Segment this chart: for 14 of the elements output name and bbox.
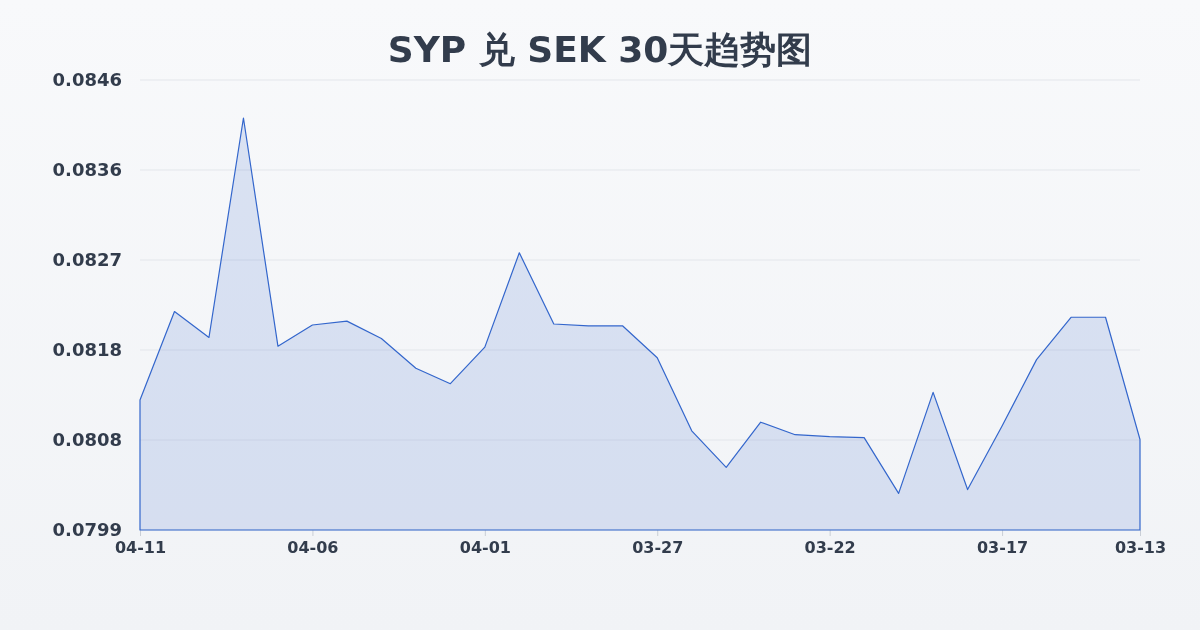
x-tick-label: 03-27 bbox=[632, 538, 684, 558]
x-tick-label: 03-22 bbox=[804, 538, 856, 558]
y-tick-label: 0.0808 bbox=[52, 429, 122, 451]
chart-title: SYP 兑 SEK 30天趋势图 bbox=[387, 29, 813, 70]
y-tick-label: 0.0818 bbox=[52, 339, 122, 361]
y-tick-label: 0.0799 bbox=[52, 519, 122, 541]
x-tick-label: 04-01 bbox=[459, 538, 511, 558]
y-tick-label: 0.0827 bbox=[52, 249, 122, 271]
x-tick-label: 03-13 bbox=[1114, 538, 1167, 558]
x-tick-label: 03-17 bbox=[976, 538, 1029, 558]
x-tick-label: 04-06 bbox=[287, 538, 339, 558]
x-tick-label: 04-11 bbox=[114, 538, 167, 558]
y-tick-label: 0.0846 bbox=[52, 69, 122, 91]
y-tick-label: 0.0836 bbox=[52, 159, 122, 181]
